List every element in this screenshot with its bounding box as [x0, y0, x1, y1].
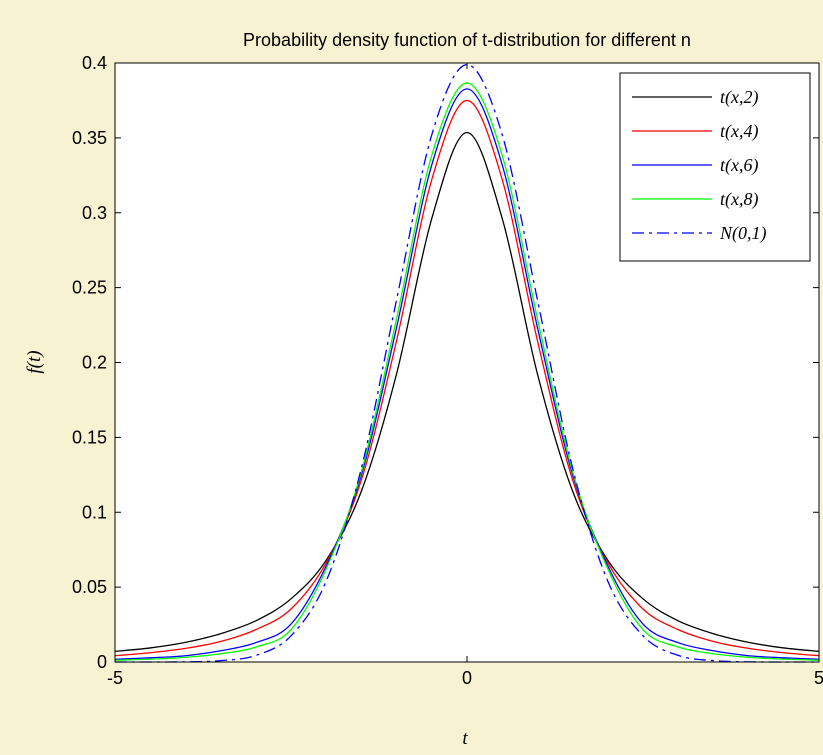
legend-label-4: N(0,1) — [719, 223, 767, 244]
series-line-2 — [114, 88, 820, 660]
legend-label-2: t(x,6) — [720, 155, 758, 176]
y-tick-label-6: 0.3 — [82, 203, 107, 223]
ticks: 00.050.10.150.20.250.30.350.4-5 0 5 — [72, 53, 823, 688]
legend-box — [619, 72, 811, 262]
y-tick-label-2: 0.1 — [82, 502, 107, 522]
y-tick-label-7: 0.35 — [72, 128, 107, 148]
chart-title: Probability density function of t-distri… — [243, 30, 691, 50]
y-tick-label-3: 0.15 — [72, 427, 107, 447]
y-tick-label-0: 0 — [97, 652, 107, 672]
legend-label-0: t(x,2) — [720, 87, 758, 108]
series-line-3 — [114, 82, 820, 661]
x-tick-label-0: -5 — [107, 668, 123, 688]
x-tick-label-1: 0 — [462, 668, 472, 688]
legend-label-3: t(x,8) — [720, 189, 758, 210]
curves — [114, 63, 820, 663]
y-tick-label-1: 0.05 — [72, 577, 107, 597]
series-line-1 — [114, 99, 820, 657]
series-line-0 — [114, 131, 820, 653]
x-tick-label-2: 5 — [814, 668, 823, 688]
y-tick-label-5: 0.25 — [72, 278, 107, 298]
legend-label-1: t(x,4) — [720, 121, 758, 142]
x-axis-label: t — [462, 728, 468, 749]
legend: t(x,2) t(x,4) t(x,6) t(x,8) N(0,1) — [619, 72, 811, 262]
y-axis-label: f(t) — [24, 350, 45, 373]
series-line-4 — [114, 63, 820, 663]
y-tick-label-4: 0.2 — [82, 353, 107, 373]
y-tick-label-8: 0.4 — [82, 53, 107, 73]
